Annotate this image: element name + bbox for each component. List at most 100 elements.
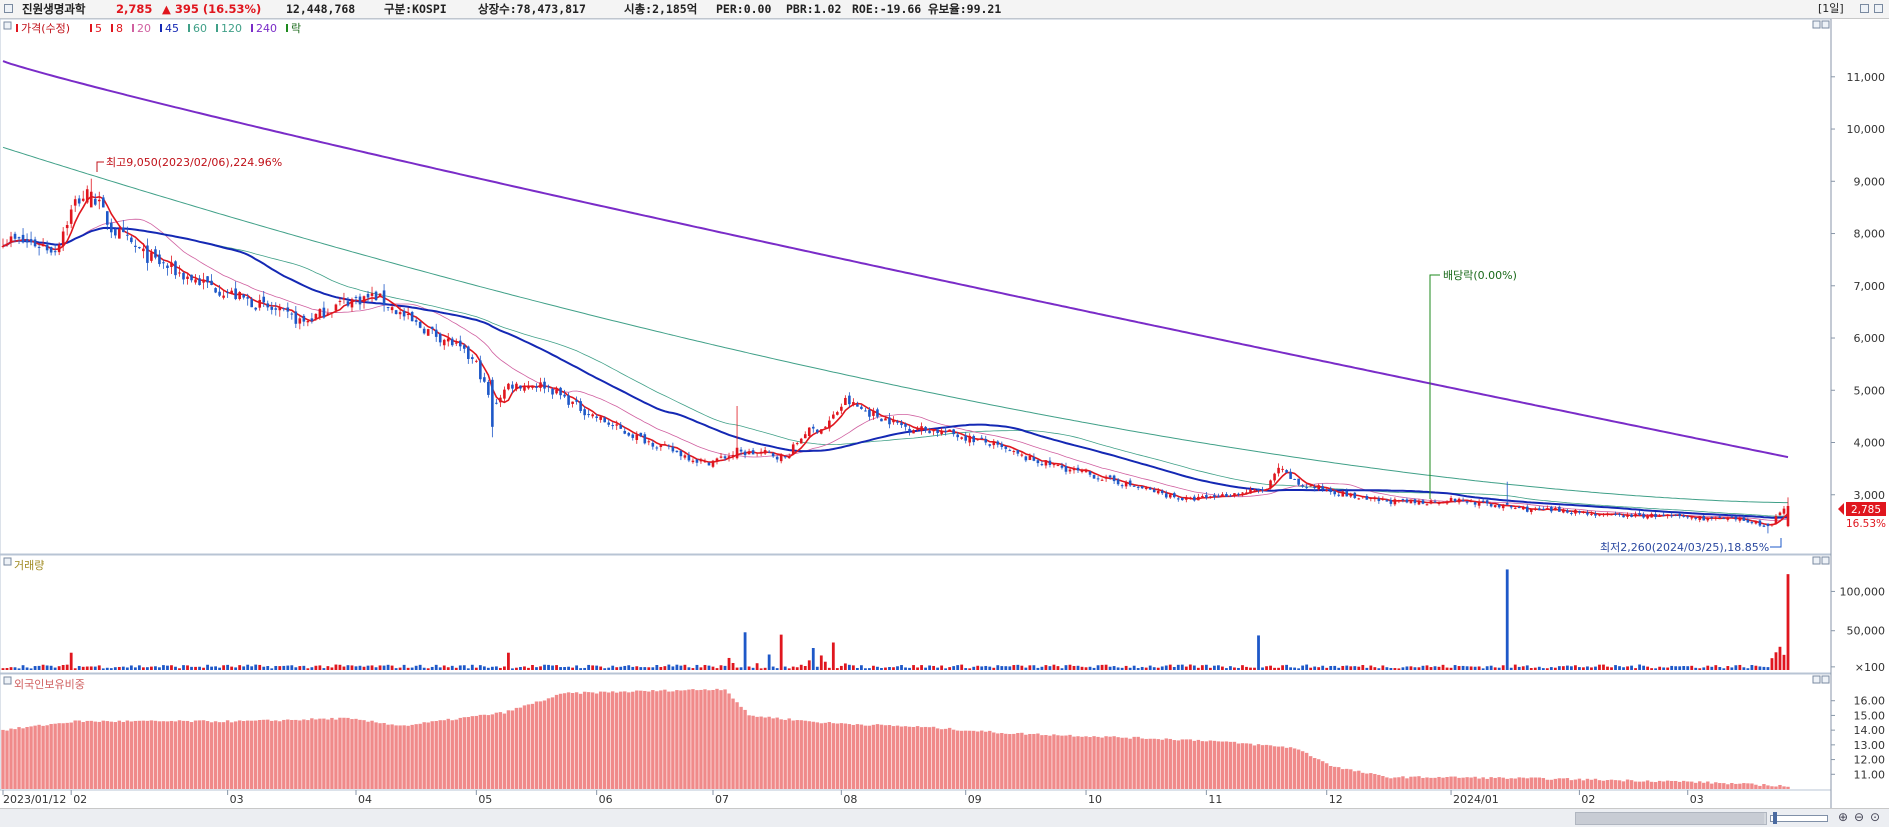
candle — [1209, 495, 1212, 499]
candle — [811, 424, 815, 433]
candle — [254, 307, 258, 312]
foreign-bar — [1240, 743, 1245, 789]
foreign-bar — [434, 721, 438, 789]
zoom-slider-handle[interactable] — [1773, 812, 1777, 824]
foreign-bar — [1308, 756, 1313, 789]
foreign-bar — [1244, 743, 1249, 789]
candle — [1257, 488, 1260, 494]
foreign-pane-menu-icon[interactable] — [3, 676, 12, 685]
volume-bar — [1325, 667, 1329, 670]
candle — [515, 381, 518, 392]
foreign-bar — [807, 721, 811, 789]
volume-bar — [851, 665, 855, 670]
scrollbar-thumb[interactable] — [1576, 813, 1764, 824]
candle — [1738, 516, 1742, 523]
maximize-icon[interactable] — [1874, 4, 1883, 13]
foreign-bar — [959, 730, 964, 789]
candle — [860, 404, 863, 410]
window-menu-icon[interactable] — [4, 4, 13, 13]
candle — [1770, 523, 1774, 527]
price-pane-minimize-icon[interactable] — [1812, 20, 1821, 29]
foreign-bar — [121, 721, 126, 789]
volume-pane[interactable] — [0, 554, 1832, 674]
volume-bar — [214, 666, 217, 670]
volume-bar — [1172, 667, 1176, 670]
foreign-bar — [1714, 782, 1718, 789]
volume-pane-minimize-icon[interactable] — [1812, 556, 1821, 565]
pane-menu-icon[interactable] — [3, 21, 12, 30]
volume-bar — [1241, 665, 1244, 670]
candle — [242, 293, 245, 300]
foreign-bar — [643, 690, 647, 789]
volume-bar — [1553, 667, 1557, 670]
candle — [25, 233, 29, 248]
zoom-reset-icon[interactable]: ⊙ — [1870, 810, 1881, 824]
volume-pane-maximize-icon[interactable] — [1821, 556, 1830, 565]
volume-bar — [1698, 668, 1702, 670]
candle — [278, 303, 282, 317]
candle — [1357, 497, 1361, 500]
foreign-bar — [1682, 780, 1686, 789]
zoom-in-icon[interactable]: ⊕ — [1838, 810, 1849, 824]
volume-bar — [619, 666, 623, 670]
volume-bar — [1726, 666, 1730, 670]
candle — [467, 345, 470, 364]
foreign-bar — [29, 726, 33, 789]
candle — [1273, 472, 1276, 483]
foreign-bar — [771, 718, 775, 789]
foreign-bar — [278, 721, 282, 789]
minimize-icon[interactable] — [1860, 4, 1869, 13]
foreign-bar — [1573, 779, 1578, 789]
volume-bar — [599, 666, 603, 670]
candle — [687, 451, 691, 463]
zoom-out-icon[interactable]: ⊖ — [1854, 810, 1865, 824]
price-pane-maximize-icon[interactable] — [1821, 20, 1830, 29]
volume-bar — [466, 668, 470, 670]
candle — [543, 377, 546, 394]
candle — [1068, 467, 1072, 474]
foreign-pane-minimize-icon[interactable] — [1812, 675, 1821, 684]
candle — [579, 398, 582, 414]
foreign-bar — [1545, 779, 1550, 789]
volume-bar — [358, 665, 362, 670]
foreign-pane-maximize-icon[interactable] — [1821, 675, 1830, 684]
candle — [904, 422, 907, 431]
volume-bar — [1385, 667, 1389, 670]
volume-pane-menu-icon[interactable] — [3, 557, 12, 566]
volume-bar — [1626, 666, 1629, 670]
volume-bar — [398, 667, 402, 670]
candle — [1197, 493, 1200, 501]
volume-bar — [571, 667, 574, 670]
candle — [334, 303, 338, 313]
candle — [1726, 516, 1730, 522]
foreign-bar — [747, 715, 751, 789]
stock-name[interactable]: 진원생명과학 — [22, 2, 86, 16]
chart-scrollbar[interactable] — [1575, 812, 1767, 825]
candle — [186, 272, 189, 285]
volume-bar — [1116, 667, 1120, 670]
candle — [595, 413, 598, 422]
volume-bar — [1774, 652, 1778, 670]
volume-bar — [807, 660, 811, 670]
candle — [1630, 513, 1633, 518]
foreign-bar — [1429, 777, 1433, 789]
candle — [134, 239, 137, 253]
candle — [1554, 506, 1557, 511]
foreign-bar — [1557, 778, 1562, 789]
zoom-slider[interactable] — [1770, 812, 1828, 824]
candle — [29, 231, 33, 246]
volume-bar — [374, 667, 378, 670]
foreign-bar — [1292, 748, 1297, 789]
candle — [414, 317, 418, 326]
candle — [771, 451, 775, 458]
volume-bar — [739, 667, 743, 670]
period-button[interactable]: [1일] — [1818, 2, 1844, 15]
volume-bar — [631, 666, 635, 670]
candle — [1225, 492, 1228, 497]
candle — [318, 308, 322, 320]
price-pane[interactable] — [0, 18, 1832, 555]
foreign-bar — [1577, 778, 1582, 789]
foreign-bar — [53, 723, 57, 789]
candle — [1008, 448, 1012, 452]
